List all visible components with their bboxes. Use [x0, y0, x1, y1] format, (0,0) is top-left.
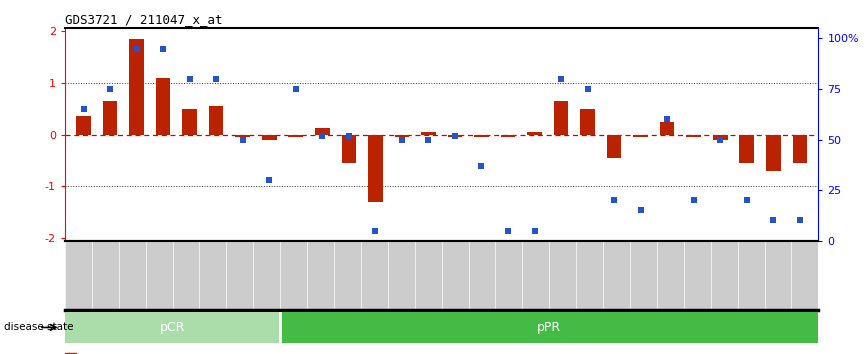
Bar — [607, 135, 622, 158]
Point — [210, 76, 223, 82]
Point — [183, 76, 197, 82]
Bar — [501, 135, 515, 137]
Point — [76, 107, 90, 112]
Bar — [262, 135, 276, 140]
Point — [793, 218, 807, 223]
Bar — [792, 135, 807, 163]
Point — [422, 137, 436, 142]
Bar — [236, 135, 250, 137]
Text: disease state: disease state — [4, 322, 74, 332]
Point — [580, 86, 594, 92]
Bar — [368, 135, 383, 202]
Point — [130, 46, 144, 51]
Bar — [65, 353, 76, 354]
Bar — [395, 135, 409, 137]
Bar — [288, 135, 303, 137]
Bar — [76, 116, 91, 135]
Point — [368, 228, 382, 233]
Bar — [580, 109, 595, 135]
Bar — [65, 312, 281, 343]
Point — [714, 137, 727, 142]
Bar — [183, 109, 197, 135]
Point — [607, 198, 621, 203]
Point — [236, 137, 249, 142]
Bar — [713, 135, 727, 140]
Point — [501, 228, 515, 233]
Bar — [209, 106, 223, 135]
Point — [660, 116, 674, 122]
Point — [103, 86, 117, 92]
Bar — [103, 101, 118, 135]
Text: pPR: pPR — [537, 321, 561, 334]
Bar — [129, 39, 144, 135]
Bar — [527, 132, 542, 135]
Bar — [740, 135, 754, 163]
Bar — [553, 101, 568, 135]
Point — [395, 137, 409, 142]
Bar — [421, 132, 436, 135]
Point — [527, 228, 541, 233]
Point — [554, 76, 568, 82]
Bar — [475, 135, 488, 137]
Point — [634, 207, 648, 213]
Bar — [766, 135, 780, 171]
Point — [342, 133, 356, 138]
Bar — [281, 312, 818, 343]
Bar — [633, 135, 648, 137]
Text: GDS3721 / 211047_x_at: GDS3721 / 211047_x_at — [65, 13, 223, 26]
Bar — [156, 78, 171, 135]
Point — [289, 86, 303, 92]
Point — [475, 163, 488, 169]
Point — [448, 133, 462, 138]
Point — [156, 46, 170, 51]
Point — [315, 133, 329, 138]
Text: pCR: pCR — [160, 321, 185, 334]
Bar — [341, 135, 356, 163]
Bar — [448, 135, 462, 137]
Bar — [687, 135, 701, 137]
Bar — [660, 121, 675, 135]
Point — [740, 198, 753, 203]
Point — [687, 198, 701, 203]
Point — [262, 177, 276, 183]
Bar — [315, 128, 330, 135]
Point — [766, 218, 780, 223]
